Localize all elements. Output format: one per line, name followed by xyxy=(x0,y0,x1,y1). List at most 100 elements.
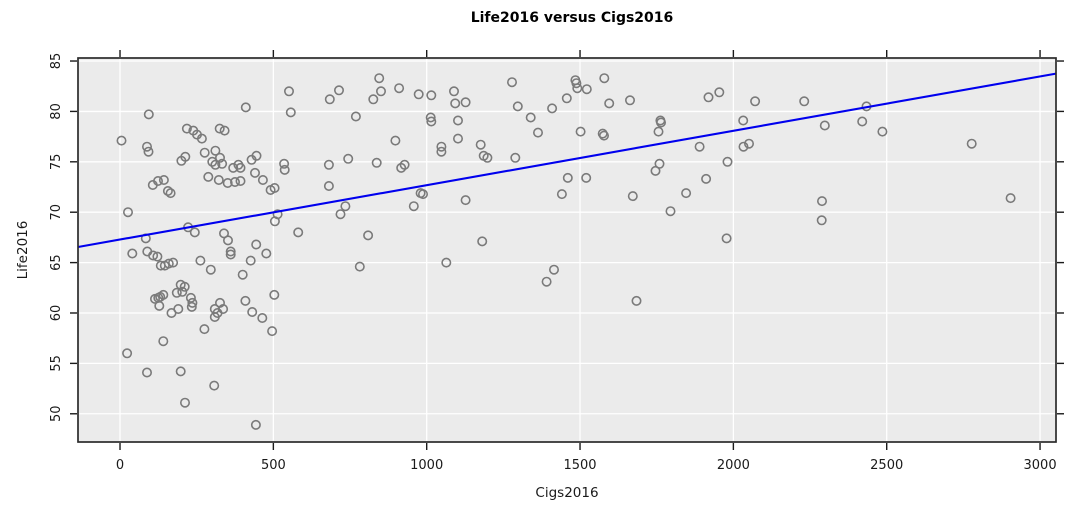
data-point xyxy=(1005,193,1016,204)
data-point xyxy=(235,176,246,187)
data-point xyxy=(721,233,732,244)
data-point xyxy=(186,301,197,312)
data-point xyxy=(738,141,749,152)
chart-title: Life2016 versus Cigs2016 xyxy=(471,10,674,26)
data-point xyxy=(250,419,261,430)
data-point xyxy=(877,126,888,137)
data-point xyxy=(653,126,664,137)
data-point xyxy=(604,98,615,109)
data-point xyxy=(703,92,714,103)
data-point xyxy=(548,264,559,275)
y-tick-label: 80 xyxy=(49,103,64,120)
data-point xyxy=(722,156,733,167)
y-tick-label: 65 xyxy=(49,254,64,271)
data-point xyxy=(153,176,164,187)
data-point xyxy=(323,181,334,192)
data-point xyxy=(665,206,676,217)
x-tick-label: 500 xyxy=(261,458,286,473)
data-point xyxy=(426,116,437,127)
data-point xyxy=(165,188,176,199)
y-tick-label: 70 xyxy=(49,204,64,221)
data-point xyxy=(116,135,127,146)
data-point xyxy=(525,112,536,123)
data-point xyxy=(816,215,827,226)
data-point xyxy=(269,289,280,300)
data-point xyxy=(171,287,182,298)
data-point xyxy=(627,191,638,202)
data-point xyxy=(210,145,221,156)
data-point xyxy=(181,123,192,134)
data-point xyxy=(158,336,169,347)
data-point xyxy=(261,248,272,259)
data-point xyxy=(371,157,382,168)
data-point xyxy=(214,123,225,134)
data-point xyxy=(597,128,608,139)
data-point xyxy=(283,86,294,97)
data-point xyxy=(324,94,335,105)
data-point xyxy=(199,147,210,158)
data-point xyxy=(390,135,401,146)
data-point xyxy=(452,115,463,126)
data-point xyxy=(408,201,419,212)
data-point xyxy=(482,152,493,163)
y-tick-label: 55 xyxy=(49,355,64,372)
data-point xyxy=(323,159,334,170)
data-point xyxy=(510,152,521,163)
data-point xyxy=(199,324,210,335)
data-point xyxy=(335,209,346,220)
data-point xyxy=(235,162,246,173)
y-tick-label: 85 xyxy=(49,53,64,70)
data-point xyxy=(162,186,173,197)
data-point xyxy=(340,201,351,212)
data-point xyxy=(272,209,283,220)
data-point xyxy=(681,188,692,199)
data-point xyxy=(163,258,174,269)
data-point xyxy=(413,89,424,100)
data-point xyxy=(561,93,572,104)
data-point xyxy=(425,112,436,123)
data-point xyxy=(180,397,191,408)
y-axis-title: Life2016 xyxy=(15,221,31,280)
trend-line xyxy=(77,72,1057,249)
data-point xyxy=(575,126,586,137)
data-point xyxy=(217,158,228,169)
x-tick-label: 2500 xyxy=(870,458,903,473)
data-point xyxy=(257,312,268,323)
data-point xyxy=(223,235,234,246)
data-point xyxy=(158,175,169,186)
data-point xyxy=(143,109,154,120)
data-point xyxy=(547,103,558,114)
data-point xyxy=(436,146,447,157)
data-point xyxy=(374,73,385,84)
data-point xyxy=(541,276,552,287)
data-point xyxy=(179,281,190,292)
data-point xyxy=(207,156,218,167)
data-point xyxy=(460,97,471,108)
data-point xyxy=(175,366,186,377)
data-point xyxy=(581,172,592,183)
data-point xyxy=(399,159,410,170)
data-point xyxy=(343,153,354,164)
data-point xyxy=(441,257,452,268)
data-point xyxy=(738,115,749,126)
data-point xyxy=(701,173,712,184)
data-point xyxy=(158,289,169,300)
data-point xyxy=(285,107,296,118)
data-point xyxy=(631,295,642,306)
plot-panel xyxy=(78,58,1056,442)
data-point xyxy=(127,248,138,259)
data-point xyxy=(196,133,207,144)
data-point xyxy=(177,286,188,297)
data-point xyxy=(417,189,428,200)
data-point xyxy=(475,139,486,150)
x-tick-label: 0 xyxy=(116,458,124,473)
chart-layer: 0 500 1000 1500 2000 2500 3000 50 55 60 65 70 75 80 85 xyxy=(49,50,1064,473)
data-point xyxy=(142,141,153,152)
data-point xyxy=(460,195,471,206)
data-point xyxy=(222,178,233,189)
data-point xyxy=(572,83,583,94)
data-point xyxy=(195,255,206,266)
data-point xyxy=(350,111,361,122)
